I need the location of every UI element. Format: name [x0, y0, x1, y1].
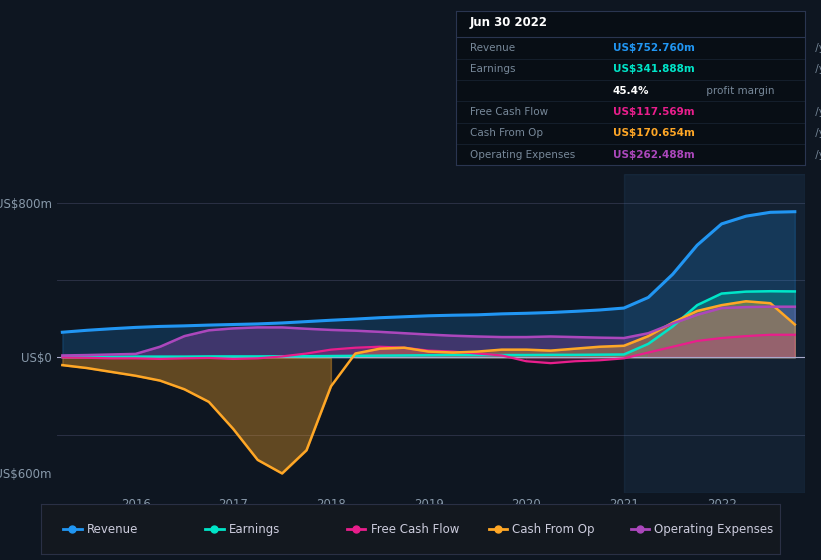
Text: Revenue: Revenue: [470, 43, 515, 53]
Text: US$752.760m: US$752.760m: [612, 43, 695, 53]
Text: Operating Expenses: Operating Expenses: [470, 150, 575, 160]
Text: Cash From Op: Cash From Op: [470, 128, 543, 138]
Text: Earnings: Earnings: [229, 522, 280, 536]
Text: US$262.488m: US$262.488m: [612, 150, 695, 160]
Text: Earnings: Earnings: [470, 64, 515, 74]
Text: 45.4%: 45.4%: [612, 86, 649, 96]
Text: /yr: /yr: [812, 150, 821, 160]
Text: profit margin: profit margin: [704, 86, 775, 96]
Text: US$170.654m: US$170.654m: [612, 128, 695, 138]
Text: Free Cash Flow: Free Cash Flow: [470, 107, 548, 117]
Text: Cash From Op: Cash From Op: [512, 522, 595, 536]
Text: US$117.569m: US$117.569m: [612, 107, 695, 117]
Text: /yr: /yr: [812, 128, 821, 138]
Text: Revenue: Revenue: [87, 522, 138, 536]
Text: US$341.888m: US$341.888m: [612, 64, 695, 74]
Text: /yr: /yr: [812, 64, 821, 74]
Text: /yr: /yr: [812, 107, 821, 117]
Text: Operating Expenses: Operating Expenses: [654, 522, 773, 536]
Text: /yr: /yr: [812, 43, 821, 53]
Bar: [624, 174, 805, 493]
Text: Jun 30 2022: Jun 30 2022: [470, 16, 548, 30]
Text: Free Cash Flow: Free Cash Flow: [370, 522, 459, 536]
